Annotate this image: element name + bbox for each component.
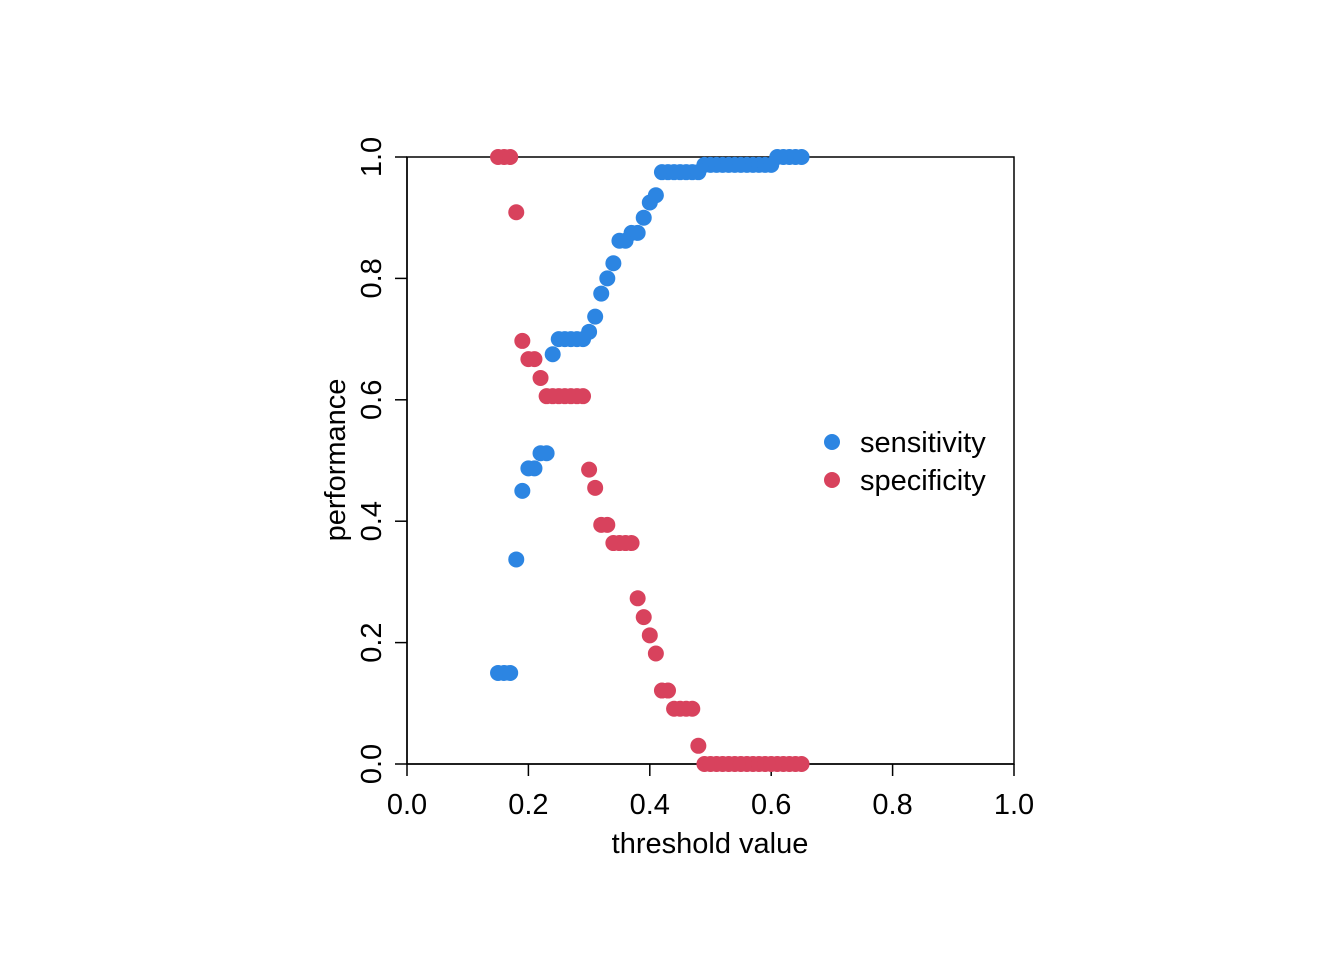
legend-marker-specificity <box>824 472 840 488</box>
specificity-point <box>575 388 592 405</box>
y-tick-label: 0.0 <box>356 744 388 784</box>
specificity-point <box>581 461 598 478</box>
sensitivity-point <box>544 346 561 363</box>
y-tick-label: 1.0 <box>356 137 388 177</box>
legend-label-specificity: specificity <box>860 465 986 497</box>
legend-label-sensitivity: sensitivity <box>860 427 986 459</box>
sensitivity-point <box>629 224 646 241</box>
x-tick-label: 0.8 <box>872 789 912 821</box>
data-points <box>490 149 810 772</box>
sensitivity-point <box>593 285 610 302</box>
specificity-point <box>684 700 701 717</box>
specificity-point <box>623 535 640 552</box>
legend-marker-sensitivity <box>824 434 840 450</box>
specificity-point <box>635 609 652 626</box>
specificity-point <box>599 516 616 533</box>
specificity-point <box>660 682 677 699</box>
specificity-point <box>514 332 531 349</box>
sensitivity-point <box>508 551 525 568</box>
y-tick-label: 0.4 <box>356 501 388 541</box>
sensitivity-point <box>502 664 519 681</box>
y-tick-label: 0.2 <box>356 622 388 662</box>
specificity-point <box>502 149 519 165</box>
x-tick-label: 1.0 <box>994 789 1034 821</box>
y-axis: 0.0 0.2 0.4 0.6 0.8 1.0 <box>356 137 408 784</box>
sensitivity-point <box>514 482 531 499</box>
sensitivity-point <box>605 255 622 272</box>
specificity-point <box>508 204 525 221</box>
sensitivity-point <box>581 323 598 340</box>
x-tick-label: 0.6 <box>751 789 791 821</box>
sensitivity-point <box>587 308 604 325</box>
specificity-point <box>647 645 664 662</box>
y-tick-label: 0.8 <box>356 258 388 298</box>
specificity-point <box>532 369 549 386</box>
y-tick-label: 0.6 <box>356 380 388 420</box>
specificity-point <box>526 351 543 368</box>
specificity-point <box>587 479 604 496</box>
specificity-point <box>793 756 810 772</box>
y-axis-label: performance <box>320 379 352 542</box>
x-axis-label: threshold value <box>612 828 809 860</box>
sensitivity-point <box>647 187 664 204</box>
specificity-point <box>690 737 707 754</box>
sensitivity-point <box>635 209 652 226</box>
x-tick-label: 0.0 <box>387 789 427 821</box>
sensitivity-point <box>538 445 555 462</box>
specificity-point <box>641 627 658 644</box>
x-tick-label: 0.4 <box>630 789 670 821</box>
sensitivity-point <box>793 149 810 165</box>
legend: sensitivity specificity <box>824 427 986 497</box>
sensitivity-point <box>599 270 616 287</box>
x-axis: 0.0 0.2 0.4 0.6 0.8 1.0 <box>387 763 1034 821</box>
specificity-point <box>629 590 646 607</box>
x-tick-label: 0.2 <box>508 789 548 821</box>
sensitivity-point <box>526 460 543 477</box>
